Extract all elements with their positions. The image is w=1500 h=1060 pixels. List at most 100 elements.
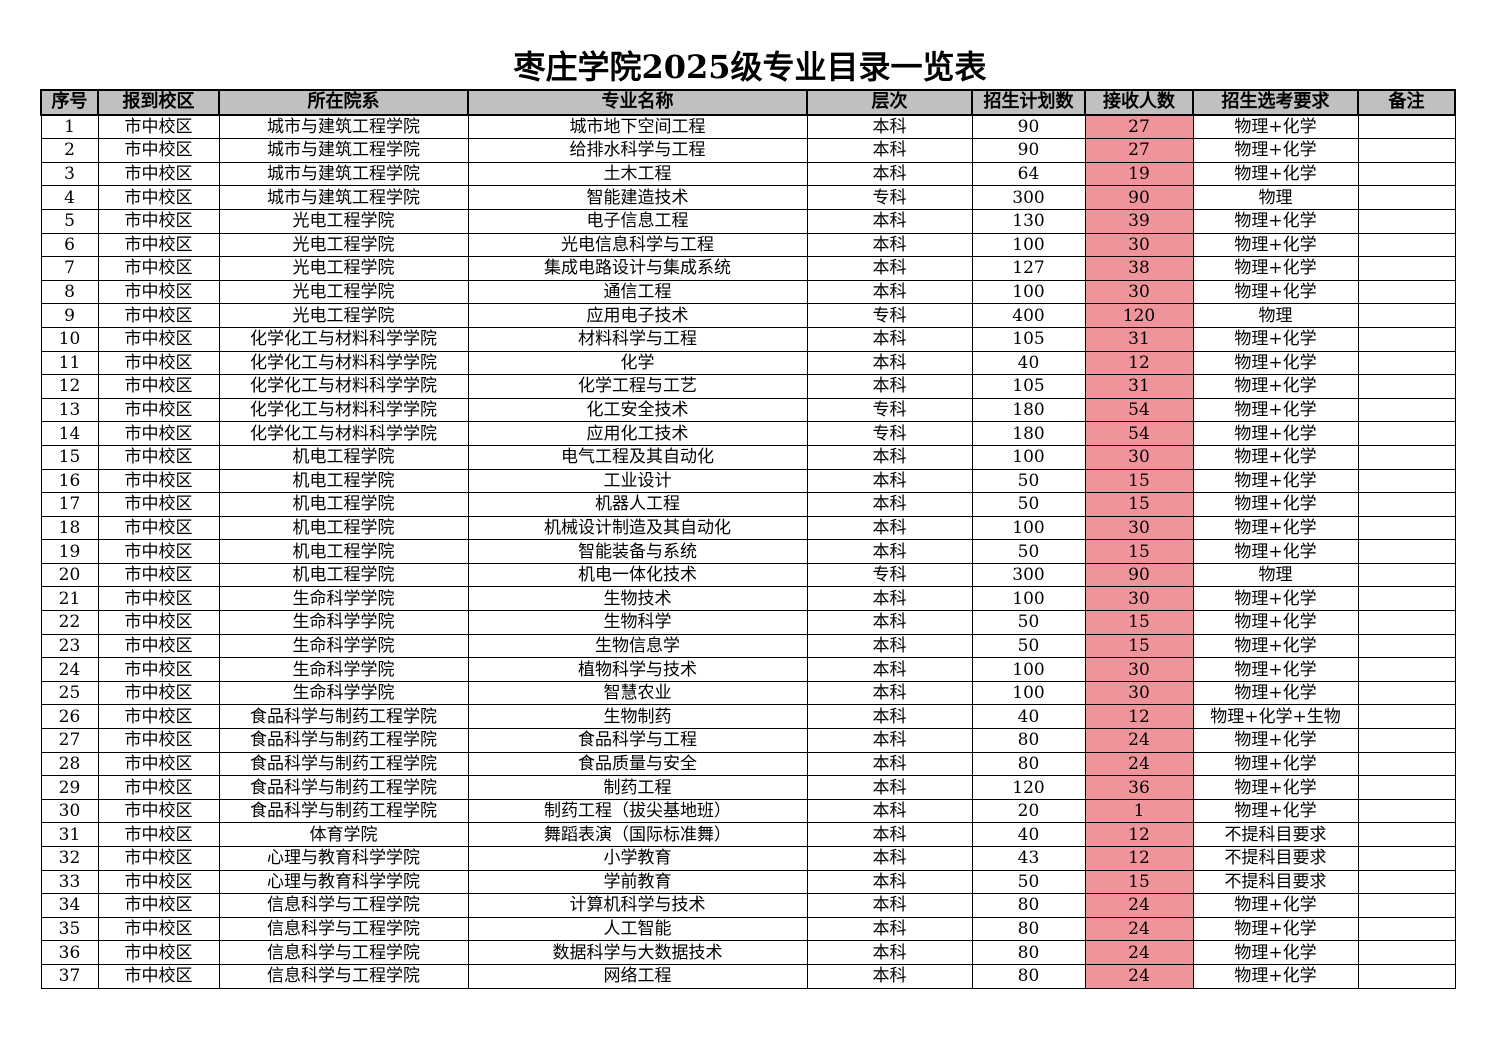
- cell-plan-count: 100: [971, 444, 1086, 470]
- cell-index: 1: [40, 114, 99, 140]
- cell-plan-count: 43: [971, 846, 1086, 871]
- cell-college: 生命科学学院: [218, 586, 469, 612]
- cell-subject-requirement: 物理+化学: [1192, 751, 1359, 777]
- cell-level: 本科: [806, 208, 973, 234]
- cell-remark: [1357, 138, 1456, 163]
- cell-remark: [1357, 492, 1456, 517]
- cell-remark: [1357, 114, 1456, 140]
- cell-subject-requirement: 物理: [1192, 303, 1359, 328]
- cell-index: 32: [40, 846, 99, 871]
- cell-plan-count: 300: [971, 185, 1086, 210]
- table-row: 5 市中校区 光电工程学院 电子信息工程 本科 130 39 物理+化学: [40, 208, 1456, 234]
- cell-level: 本科: [806, 633, 973, 659]
- column-header-index: 序号: [40, 89, 99, 116]
- cell-accept-count: 24: [1084, 728, 1194, 753]
- cell-plan-count: 80: [971, 893, 1086, 918]
- cell-subject-requirement: 物理+化学: [1192, 680, 1359, 706]
- cell-major: 网络工程: [467, 963, 808, 989]
- cell-subject-requirement: 物理+化学: [1192, 798, 1359, 824]
- cell-college: 化学化工与材料科学学院: [218, 350, 469, 376]
- cell-plan-count: 100: [971, 279, 1086, 305]
- cell-level: 本科: [806, 775, 973, 800]
- table-row: 20 市中校区 机电工程学院 机电一体化技术 专科 300 90 物理: [40, 562, 1456, 588]
- cell-campus: 市中校区: [97, 822, 220, 847]
- column-header-accept-count: 接收人数: [1084, 89, 1194, 116]
- cell-remark: [1357, 515, 1456, 541]
- cell-major: 集成电路设计与集成系统: [467, 256, 808, 281]
- cell-remark: [1357, 893, 1456, 918]
- cell-college: 化学化工与材料科学学院: [218, 374, 469, 399]
- cell-index: 33: [40, 869, 99, 895]
- cell-remark: [1357, 846, 1456, 871]
- cell-plan-count: 80: [971, 751, 1086, 777]
- cell-campus: 市中校区: [97, 916, 220, 942]
- cell-college: 光电工程学院: [218, 208, 469, 234]
- column-header-level: 层次: [806, 89, 973, 116]
- cell-level: 专科: [806, 562, 973, 588]
- cell-college: 城市与建筑工程学院: [218, 114, 469, 140]
- cell-campus: 市中校区: [97, 185, 220, 210]
- cell-accept-count: 15: [1084, 492, 1194, 517]
- cell-level: 本科: [806, 539, 973, 564]
- cell-subject-requirement: 物理+化学: [1192, 279, 1359, 305]
- cell-campus: 市中校区: [97, 397, 220, 423]
- cell-major: 城市地下空间工程: [467, 114, 808, 140]
- cell-remark: [1357, 822, 1456, 847]
- cell-level: 本科: [806, 326, 973, 352]
- cell-campus: 市中校区: [97, 751, 220, 777]
- column-header-college: 所在院系: [218, 89, 469, 116]
- cell-accept-count: 90: [1084, 185, 1194, 210]
- table-row: 16 市中校区 机电工程学院 工业设计 本科 50 15 物理+化学: [40, 468, 1456, 494]
- cell-index: 12: [40, 374, 99, 399]
- table-row: 33 市中校区 心理与教育科学学院 学前教育 本科 50 15 不提科目要求: [40, 869, 1456, 895]
- cell-plan-count: 50: [971, 539, 1086, 564]
- cell-index: 14: [40, 421, 99, 446]
- cell-level: 本科: [806, 657, 973, 682]
- cell-major: 通信工程: [467, 279, 808, 305]
- page-title: 枣庄学院2025级专业目录一览表: [513, 48, 987, 86]
- cell-college: 信息科学与工程学院: [218, 940, 469, 965]
- table-row: 19 市中校区 机电工程学院 智能装备与系统 本科 50 15 物理+化学: [40, 539, 1456, 564]
- cell-remark: [1357, 444, 1456, 470]
- cell-accept-count: 12: [1084, 822, 1194, 847]
- cell-plan-count: 180: [971, 421, 1086, 446]
- cell-index: 15: [40, 444, 99, 470]
- cell-accept-count: 30: [1084, 232, 1194, 258]
- cell-campus: 市中校区: [97, 161, 220, 187]
- cell-index: 29: [40, 775, 99, 800]
- cell-campus: 市中校区: [97, 657, 220, 682]
- cell-accept-count: 24: [1084, 940, 1194, 965]
- cell-campus: 市中校区: [97, 114, 220, 140]
- cell-major: 计算机科学与技术: [467, 893, 808, 918]
- cell-major: 生物信息学: [467, 633, 808, 659]
- cell-campus: 市中校区: [97, 492, 220, 517]
- cell-subject-requirement: 物理+化学: [1192, 468, 1359, 494]
- cell-campus: 市中校区: [97, 539, 220, 564]
- cell-campus: 市中校区: [97, 562, 220, 588]
- cell-subject-requirement: 物理+化学: [1192, 610, 1359, 635]
- cell-level: 本科: [806, 728, 973, 753]
- cell-remark: [1357, 161, 1456, 187]
- table-row: 29 市中校区 食品科学与制药工程学院 制药工程 本科 120 36 物理+化学: [40, 775, 1456, 800]
- cell-college: 信息科学与工程学院: [218, 916, 469, 942]
- cell-college: 机电工程学院: [218, 539, 469, 564]
- cell-accept-count: 12: [1084, 350, 1194, 376]
- cell-remark: [1357, 680, 1456, 706]
- cell-plan-count: 50: [971, 468, 1086, 494]
- cell-index: 20: [40, 562, 99, 588]
- table-row: 13 市中校区 化学化工与材料科学学院 化工安全技术 专科 180 54 物理+化学: [40, 397, 1456, 423]
- cell-subject-requirement: 物理+化学: [1192, 326, 1359, 352]
- cell-index: 30: [40, 798, 99, 824]
- cell-index: 34: [40, 893, 99, 918]
- cell-level: 本科: [806, 232, 973, 258]
- cell-index: 37: [40, 963, 99, 989]
- cell-index: 31: [40, 822, 99, 847]
- column-header-campus: 报到校区: [97, 89, 220, 116]
- cell-major: 给排水科学与工程: [467, 138, 808, 163]
- cell-level: 本科: [806, 279, 973, 305]
- cell-campus: 市中校区: [97, 846, 220, 871]
- cell-major: 制药工程: [467, 775, 808, 800]
- cell-subject-requirement: 物理+化学: [1192, 657, 1359, 682]
- cell-remark: [1357, 232, 1456, 258]
- table-row: 34 市中校区 信息科学与工程学院 计算机科学与技术 本科 80 24 物理+化学: [40, 893, 1456, 918]
